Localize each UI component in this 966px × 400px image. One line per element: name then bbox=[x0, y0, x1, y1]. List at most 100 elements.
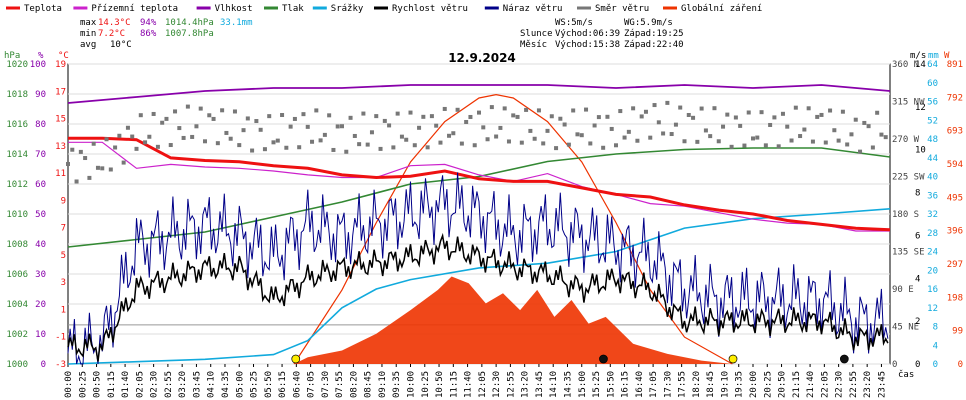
wind-direction-point bbox=[669, 132, 674, 137]
wind-direction-point bbox=[464, 119, 469, 124]
wind-direction-point bbox=[879, 132, 884, 137]
wind-direction-point bbox=[566, 142, 571, 147]
wind-direction-point bbox=[232, 109, 237, 114]
wind-direction-point bbox=[125, 125, 130, 130]
wind-direction-point bbox=[369, 130, 374, 135]
x-tick-label: 02:05 bbox=[135, 371, 145, 398]
x-tick-label: 05:50 bbox=[264, 371, 274, 398]
x-tick-label: 02:55 bbox=[164, 371, 174, 398]
wind-direction-point bbox=[605, 114, 610, 119]
y-tick-label: 270 W bbox=[892, 135, 920, 145]
y-tick-label: 12 bbox=[927, 304, 938, 314]
wind-gust-avg: WG:5.9m/s bbox=[624, 18, 673, 28]
series-pressure bbox=[67, 147, 891, 248]
axis-title-time: čas bbox=[898, 369, 914, 380]
wind-direction-point bbox=[772, 115, 777, 120]
y-tick-label: 135 SE bbox=[892, 248, 925, 258]
stats-max-rain: 33.1mm bbox=[220, 18, 253, 28]
wind-direction-point bbox=[596, 115, 601, 120]
wind-direction-point bbox=[357, 142, 362, 147]
wind-direction-point bbox=[780, 111, 785, 116]
wind-direction-point bbox=[798, 134, 803, 139]
y-tick-label: 1014 bbox=[6, 150, 28, 160]
x-tick-label: 07:05 bbox=[307, 371, 317, 398]
y-tick-label: 0 bbox=[892, 360, 897, 370]
wind-direction-point bbox=[399, 134, 404, 139]
wind-direction-point bbox=[322, 132, 327, 137]
wind-direction-point bbox=[785, 124, 790, 129]
y-tick-label: 28 bbox=[927, 229, 938, 239]
x-tick-label: 13:20 bbox=[521, 371, 531, 398]
x-tick-label: 05:25 bbox=[250, 371, 260, 398]
x-tick-label: 12:05 bbox=[478, 371, 488, 398]
wind-direction-point bbox=[819, 112, 824, 117]
wind-direction-point bbox=[155, 144, 160, 149]
legend-item: Srážky bbox=[331, 4, 364, 14]
wind-direction-point bbox=[361, 111, 366, 116]
y-tick-label: 10 bbox=[35, 330, 46, 340]
wind-direction-point bbox=[95, 165, 100, 170]
y-tick-label: 0 bbox=[933, 360, 938, 370]
x-tick-label: 15:00 bbox=[578, 371, 588, 398]
wind-direction-point bbox=[280, 113, 285, 118]
wind-direction-point bbox=[352, 133, 357, 138]
stats-avg-temp: 10°C bbox=[110, 40, 132, 50]
x-tick-label: 17:55 bbox=[678, 371, 688, 398]
y-tick-label: 44 bbox=[927, 154, 938, 164]
y-tick-label: 40 bbox=[927, 173, 938, 183]
wind-direction-point bbox=[134, 146, 139, 151]
wind-direction-point bbox=[828, 108, 833, 113]
y-tick-label: 24 bbox=[927, 248, 938, 258]
wind-direction-point bbox=[601, 145, 606, 150]
wind-direction-point bbox=[845, 142, 850, 147]
sun-label: Slunce bbox=[520, 29, 553, 39]
wind-direction-point bbox=[477, 110, 481, 115]
x-tick-label: 07:30 bbox=[321, 371, 331, 398]
y-tick-label: 5 bbox=[61, 251, 66, 261]
y-tick-label: 56 bbox=[927, 98, 938, 108]
wind-direction-point bbox=[866, 124, 871, 129]
stats-min-press: 1007.8hPa bbox=[165, 29, 214, 39]
legend-item: Teplota bbox=[24, 4, 62, 14]
y-tick-label: 1002 bbox=[6, 330, 28, 340]
x-tick-label: 08:20 bbox=[349, 371, 359, 398]
y-tick-label: 396 bbox=[947, 227, 963, 237]
y-tick-label: 90 E bbox=[892, 285, 914, 295]
x-tick-label: 11:15 bbox=[449, 371, 459, 398]
wind-direction-point bbox=[618, 109, 623, 114]
wind-direction-point bbox=[348, 115, 353, 120]
wind-direction-point bbox=[746, 110, 751, 115]
wind-speed-avg: WS:5m/s bbox=[555, 18, 593, 28]
wind-direction-point bbox=[519, 140, 524, 145]
x-tick-label: 19:35 bbox=[735, 371, 745, 398]
wind-direction-point bbox=[297, 145, 302, 150]
wind-direction-point bbox=[344, 149, 349, 154]
wind-direction-point bbox=[626, 129, 631, 134]
wind-direction-point bbox=[121, 160, 126, 165]
x-tick-label: 00:25 bbox=[78, 371, 88, 398]
y-tick-label: 15 bbox=[55, 115, 66, 125]
wind-direction-point bbox=[472, 143, 477, 148]
wind-direction-point bbox=[506, 139, 511, 144]
x-tick-label: 01:15 bbox=[107, 371, 117, 398]
wind-direction-point bbox=[682, 139, 687, 144]
wind-direction-point bbox=[515, 114, 520, 119]
x-tick-label: 22:30 bbox=[835, 371, 845, 398]
wind-direction-point bbox=[151, 111, 156, 116]
wind-direction-point bbox=[511, 113, 516, 118]
y-tick-label: 10 bbox=[915, 146, 926, 156]
wind-direction-point bbox=[763, 143, 768, 148]
legend-item: Tlak bbox=[282, 4, 304, 14]
legend-item: Přízemní teplota bbox=[91, 4, 178, 14]
series-temperature bbox=[68, 136, 891, 232]
wind-direction-point bbox=[429, 114, 434, 119]
y-tick-label: -3 bbox=[55, 360, 66, 370]
wind-direction-point bbox=[66, 162, 70, 166]
wind-direction-point bbox=[776, 144, 781, 149]
wind-direction-point bbox=[275, 138, 280, 143]
axis-title-degc: °C bbox=[58, 51, 69, 61]
wind-direction-point bbox=[70, 147, 75, 152]
x-tick-label: 20:00 bbox=[749, 371, 759, 398]
wind-direction-point bbox=[258, 127, 263, 132]
